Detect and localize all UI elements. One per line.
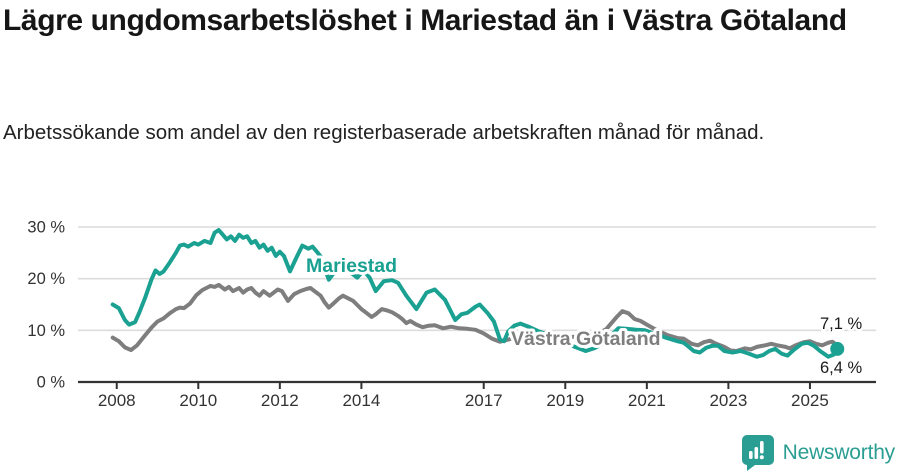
x-axis-tick-label: 2023 (709, 391, 747, 410)
x-axis-tick-label: 2014 (342, 391, 380, 410)
chart-subtitle: Arbetssökande som andel av den registerb… (3, 121, 765, 144)
y-axis-tick-label: 30 % (27, 218, 65, 236)
x-axis-tick-label: 2017 (465, 391, 503, 410)
y-axis-tick-label: 0 % (37, 374, 66, 392)
end-value-label: 7,1 % (820, 315, 863, 333)
y-axis-tick-label: 10 % (27, 322, 65, 340)
series-label-mariestad: Mariestad (306, 255, 397, 277)
end-value-label: 6,4 % (820, 359, 863, 377)
series-line-mariestad (110, 228, 840, 359)
x-axis-tick-label: 2010 (179, 391, 217, 410)
series-label-v-stra-g-taland: Västra Götaland (511, 328, 661, 350)
x-axis-tick-label: 2019 (546, 391, 584, 410)
y-axis-tick-label: 20 % (27, 270, 65, 288)
newsworthy-logo[interactable]: Newsworthy (741, 434, 895, 472)
x-axis-tick-label: 2008 (98, 391, 136, 410)
brand-name: Newsworthy (782, 441, 896, 464)
unemployment-line-chart: 30 % 20 % 10 % 0 % 2008 2010 2012 2014 2017 2019 2… (27, 218, 876, 410)
series-end-dot (830, 341, 845, 356)
x-axis-tick-label: 2012 (261, 391, 299, 410)
x-axis-tick-label: 2025 (791, 391, 829, 410)
newsworthy-logo-icon (741, 435, 774, 471)
page-title: Lägre ungdomsarbetslöshet i Mariestad än… (3, 4, 847, 37)
series-line-v-stra-g-taland (110, 282, 840, 353)
x-axis-tick-label: 2021 (628, 391, 666, 410)
